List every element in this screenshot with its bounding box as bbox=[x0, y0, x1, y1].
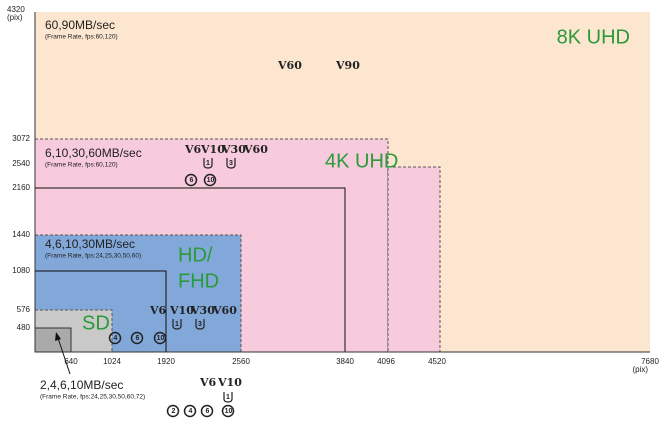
speed-class: 10 bbox=[207, 177, 215, 184]
zone-label: 4K UHD bbox=[325, 150, 398, 172]
uhs-icon bbox=[223, 392, 233, 403]
speed-class-icon bbox=[153, 331, 167, 345]
frame-rate-note: (Frame Rate, fps:60,120) bbox=[45, 162, 118, 169]
x-tick-label: 7680 bbox=[641, 357, 659, 366]
x-tick-label: 4520 bbox=[428, 357, 446, 366]
speed-class: 10 bbox=[157, 335, 165, 342]
speed-class: 6 bbox=[190, 177, 194, 184]
zone-label: SD bbox=[82, 312, 110, 334]
zone-4520 bbox=[387, 166, 441, 353]
video-class: V60 bbox=[243, 143, 268, 156]
arrow bbox=[57, 337, 71, 375]
video-class: V30 bbox=[221, 143, 246, 156]
y-tick-label: 3072 bbox=[12, 134, 30, 143]
y-tick-label: 576 bbox=[17, 305, 31, 314]
uhd-outline bbox=[35, 187, 346, 352]
speed-label: 60,90MB/sec bbox=[45, 18, 115, 32]
video-class: V10 bbox=[217, 376, 242, 389]
uhs-icon bbox=[195, 319, 205, 330]
speed-label: 6,10,30,60MB/sec bbox=[45, 146, 142, 160]
y-tick-label: 480 bbox=[17, 323, 31, 332]
video-class: V60 bbox=[212, 304, 237, 317]
zone-label: 8K UHD bbox=[557, 26, 630, 48]
video-class: V6 bbox=[199, 376, 217, 389]
uhs-class: 1 bbox=[226, 394, 230, 401]
speed-class: 10 bbox=[225, 408, 233, 415]
speed-class-icon bbox=[203, 173, 217, 187]
uhs-class: 3 bbox=[229, 160, 233, 167]
speed-class-icon bbox=[184, 173, 198, 187]
fhd-outline bbox=[35, 270, 167, 352]
speed-label: 4,6,10,30MB/sec bbox=[45, 237, 135, 251]
arrow-head bbox=[55, 332, 61, 341]
uhs-icon bbox=[203, 158, 213, 169]
speed-class-icon bbox=[166, 404, 180, 418]
y-tick-label: 4320 bbox=[7, 5, 25, 14]
uhs-icon bbox=[226, 158, 236, 169]
video-class: V60 bbox=[277, 59, 302, 72]
y-unit: (pix) bbox=[7, 13, 23, 22]
speed-label: 2,4,6,10MB/sec bbox=[40, 378, 123, 392]
speed-class-icon bbox=[130, 331, 144, 345]
uhs-class: 1 bbox=[175, 321, 179, 328]
video-class: V90 bbox=[335, 59, 360, 72]
x-tick-label: 2560 bbox=[232, 357, 250, 366]
x-unit: (pix) bbox=[632, 365, 648, 374]
speed-class: 6 bbox=[136, 335, 140, 342]
frame-rate-note: (Frame Rate, fps:24,25,30,50,60,72) bbox=[40, 394, 145, 401]
x-tick-label: 640 bbox=[64, 357, 78, 366]
x-tick-label: 4096 bbox=[377, 357, 395, 366]
y-tick-label: 1440 bbox=[12, 230, 30, 239]
speed-class-icon bbox=[108, 331, 122, 345]
speed-class-icon bbox=[221, 404, 235, 418]
uhs-icon bbox=[172, 319, 182, 330]
x-tick-label: 1024 bbox=[103, 357, 121, 366]
speed-class: 4 bbox=[189, 408, 193, 415]
uhs-class: 3 bbox=[198, 321, 202, 328]
frame-rate-note: (Frame Rate, fps:60,120) bbox=[45, 34, 118, 41]
y-tick-label: 1080 bbox=[12, 266, 30, 275]
x-tick-label: 1920 bbox=[157, 357, 175, 366]
speed-class: 4 bbox=[114, 335, 118, 342]
speed-class: 6 bbox=[206, 408, 210, 415]
speed-class-icon bbox=[200, 404, 214, 418]
video-class: V6 bbox=[149, 304, 167, 317]
video-class: V10 bbox=[200, 143, 225, 156]
speed-class-icon bbox=[183, 404, 197, 418]
zone-label: FHD bbox=[178, 270, 219, 292]
x-tick-label: 3840 bbox=[336, 357, 354, 366]
zone-label: HD/ bbox=[178, 244, 213, 266]
video-class: V10 bbox=[169, 304, 194, 317]
speed-class: 2 bbox=[172, 408, 176, 415]
uhs-class: 1 bbox=[206, 160, 210, 167]
video-class: V30 bbox=[190, 304, 215, 317]
video-class: V6 bbox=[184, 143, 202, 156]
zone-vga bbox=[34, 327, 72, 353]
y-tick-label: 2160 bbox=[12, 183, 30, 192]
y-tick-label: 2540 bbox=[12, 159, 30, 168]
frame-rate-note: (Frame Rate, fps:24,25,30,50,60) bbox=[45, 253, 141, 260]
